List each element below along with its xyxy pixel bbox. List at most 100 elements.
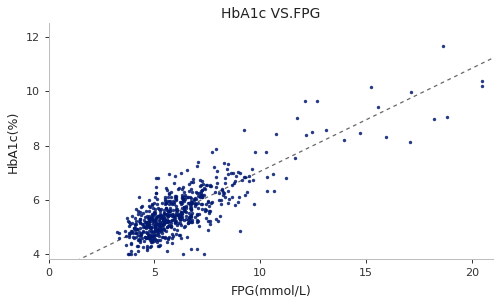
Point	[150, 235, 158, 240]
Point	[162, 200, 170, 205]
Point	[132, 206, 140, 211]
Point	[206, 204, 214, 209]
Point	[165, 209, 173, 214]
Point	[142, 219, 150, 224]
Point	[140, 217, 147, 222]
Point	[202, 216, 210, 221]
Point	[132, 219, 140, 223]
Point	[155, 213, 163, 218]
Point	[156, 220, 164, 225]
Point	[149, 237, 157, 241]
Point	[144, 225, 152, 230]
Point	[162, 200, 170, 205]
Point	[164, 235, 172, 240]
Point	[137, 213, 145, 218]
Point	[135, 230, 143, 235]
Point	[164, 211, 172, 216]
Point	[164, 190, 172, 195]
Point	[232, 173, 240, 178]
Point	[191, 202, 199, 207]
Point	[262, 149, 270, 154]
Point	[179, 185, 187, 189]
Point	[152, 209, 160, 214]
Point	[135, 194, 143, 199]
Point	[148, 201, 156, 206]
Point	[126, 220, 134, 225]
Point	[157, 206, 165, 211]
Point	[158, 223, 166, 228]
Point	[164, 208, 172, 213]
Point	[144, 213, 152, 218]
Point	[136, 234, 143, 239]
Point	[143, 231, 151, 236]
Point	[180, 190, 188, 195]
Point	[186, 201, 194, 206]
Point	[164, 220, 172, 225]
Point	[183, 195, 191, 199]
Point	[162, 195, 170, 200]
Point	[187, 214, 195, 219]
Point	[193, 163, 201, 168]
Point	[145, 229, 153, 233]
Point	[146, 236, 154, 241]
Point	[146, 216, 154, 221]
Point	[212, 184, 220, 189]
Point	[152, 232, 160, 237]
Point	[184, 195, 192, 200]
Point	[134, 233, 141, 238]
Point	[161, 197, 169, 202]
Point	[168, 235, 176, 240]
Point	[217, 198, 225, 203]
Point	[136, 216, 144, 221]
Point	[160, 227, 168, 232]
Point	[132, 234, 140, 239]
Point	[188, 204, 196, 209]
Point	[134, 238, 142, 243]
Point	[156, 237, 164, 242]
Point	[142, 226, 150, 231]
Point	[156, 220, 164, 225]
Point	[210, 164, 218, 169]
Point	[151, 194, 159, 199]
Point	[188, 206, 196, 211]
Point	[166, 198, 173, 203]
Point	[200, 206, 208, 211]
Point	[178, 195, 186, 200]
Point	[132, 222, 140, 227]
Point	[151, 216, 159, 221]
Point	[141, 224, 149, 229]
Point	[164, 199, 172, 203]
Point	[366, 85, 374, 89]
Point	[178, 210, 186, 215]
Point	[147, 224, 155, 229]
Point	[143, 247, 151, 252]
Point	[168, 223, 175, 228]
Point	[212, 146, 220, 151]
Point	[154, 222, 162, 227]
Point	[196, 183, 204, 188]
Point	[272, 132, 280, 137]
Point	[186, 206, 194, 210]
Point	[152, 215, 160, 219]
Point	[202, 209, 209, 214]
Point	[159, 218, 167, 223]
Point	[184, 220, 192, 225]
Point	[282, 175, 290, 180]
Point	[263, 188, 271, 193]
Point	[182, 209, 190, 214]
Point	[192, 197, 200, 202]
Point	[166, 189, 174, 194]
Point	[197, 191, 205, 195]
Point	[160, 220, 168, 225]
Point	[144, 235, 152, 240]
Point	[163, 248, 171, 253]
Point	[130, 226, 138, 230]
Point	[160, 218, 168, 223]
Point	[430, 116, 438, 121]
Point	[126, 229, 134, 233]
Point	[229, 171, 237, 176]
Point	[160, 226, 168, 231]
Point	[147, 239, 155, 244]
Point	[182, 224, 190, 229]
Point	[168, 240, 175, 245]
